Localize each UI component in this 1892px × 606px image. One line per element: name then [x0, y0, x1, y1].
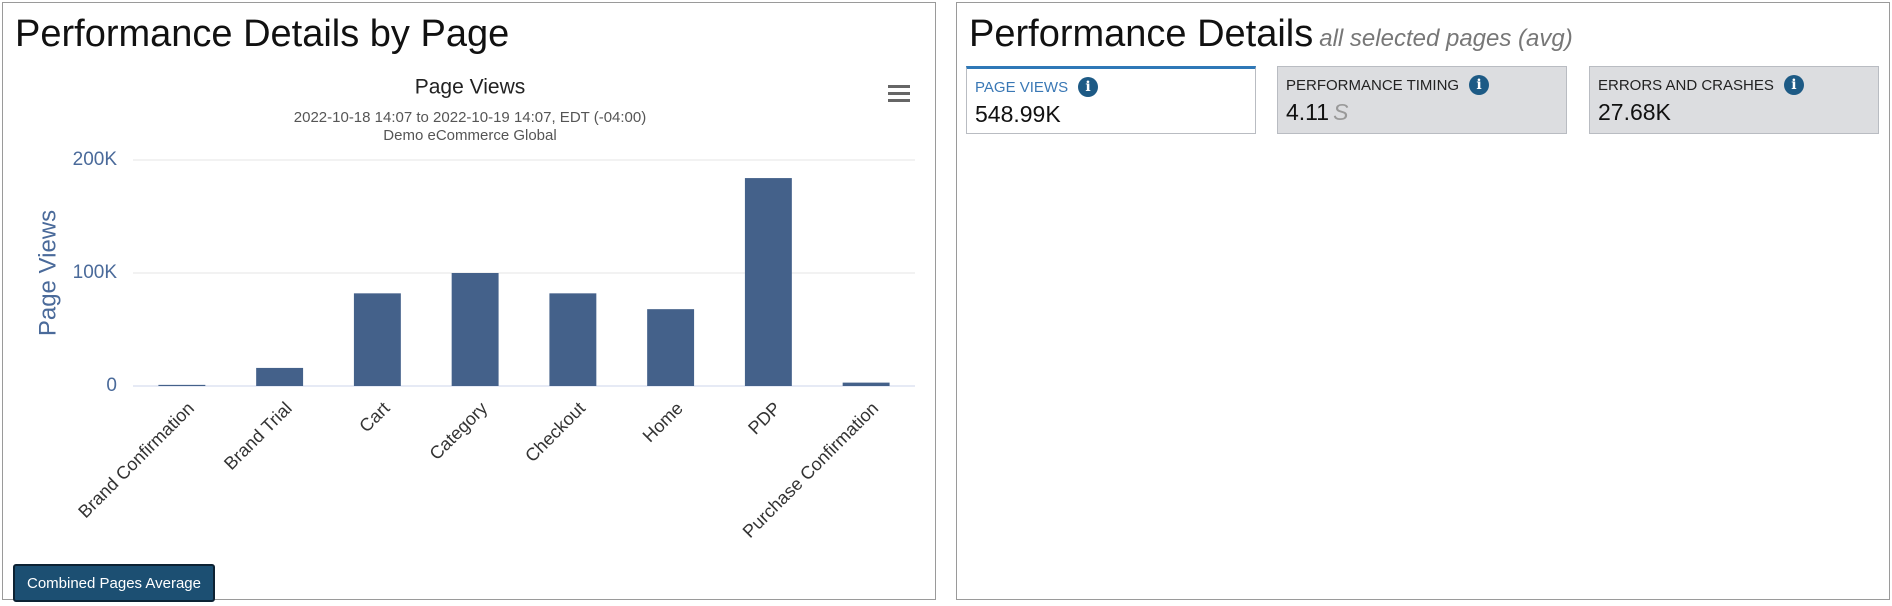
card-unit: S	[1333, 99, 1349, 125]
x-tick-label: PDP	[744, 398, 784, 438]
bar	[353, 293, 401, 386]
chart-subtitle: 2022-10-18 14:07 to 2022-10-19 14:07, ED…	[294, 109, 646, 126]
menu-icon[interactable]	[888, 85, 910, 102]
bar	[256, 367, 304, 386]
y-axis-label: Page Views	[34, 210, 61, 336]
metric-card[interactable]: PERFORMANCE TIMING i 4.11 S	[1277, 66, 1567, 134]
card-value: 4.11	[1286, 99, 1330, 125]
chart: Page Views 2022-10-18 14:07 to 2022-10-1…	[34, 76, 915, 542]
metric-card[interactable]: PAGE VIEWS i 548.99K	[966, 66, 1256, 134]
info-icon[interactable]: i	[1078, 77, 1099, 97]
bar	[842, 382, 890, 386]
metric-card[interactable]: ERRORS AND CRASHES i 27.68K	[1589, 66, 1879, 134]
chart-subtitle: Demo eCommerce Global	[383, 127, 556, 144]
card-label: PERFORMANCE TIMING	[1286, 76, 1460, 94]
card-value: 548.99K	[975, 101, 1061, 127]
bar	[647, 309, 695, 386]
bar	[549, 293, 597, 386]
x-tick-label: Brand Confirmation	[74, 398, 198, 522]
panel-title: Performance Details by Page	[15, 13, 510, 55]
bar	[451, 273, 499, 386]
card-value: 27.68K	[1598, 99, 1671, 125]
x-tick-label: Brand Trial	[220, 398, 296, 474]
title-subtitle: all selected pages (avg)	[1319, 25, 1573, 52]
info-icon[interactable]: i	[1783, 75, 1804, 95]
x-tick-label: Category	[426, 398, 492, 464]
x-tick-label: Cart	[355, 398, 393, 436]
info-icon[interactable]: i	[1469, 75, 1490, 95]
card-label: PAGE VIEWS	[975, 78, 1069, 96]
panel-title: Performance Details all selected pages (a…	[969, 13, 1573, 56]
left-panel: Performance Details by Page Page Views 2…	[2, 2, 936, 602]
y-tick-label: 100K	[73, 262, 118, 283]
x-tick-label: Checkout	[521, 398, 589, 466]
y-tick-label: 0	[106, 375, 117, 396]
y-tick-label: 200K	[73, 149, 118, 170]
title-text: Performance Details	[969, 13, 1314, 55]
x-tick-label: Home	[639, 398, 687, 446]
chart-title: Page Views	[415, 76, 526, 99]
bar	[158, 384, 206, 386]
bar	[744, 178, 792, 386]
card-label: ERRORS AND CRASHES	[1598, 76, 1774, 94]
combined-average-button[interactable]: Combined Pages Average	[13, 564, 215, 602]
